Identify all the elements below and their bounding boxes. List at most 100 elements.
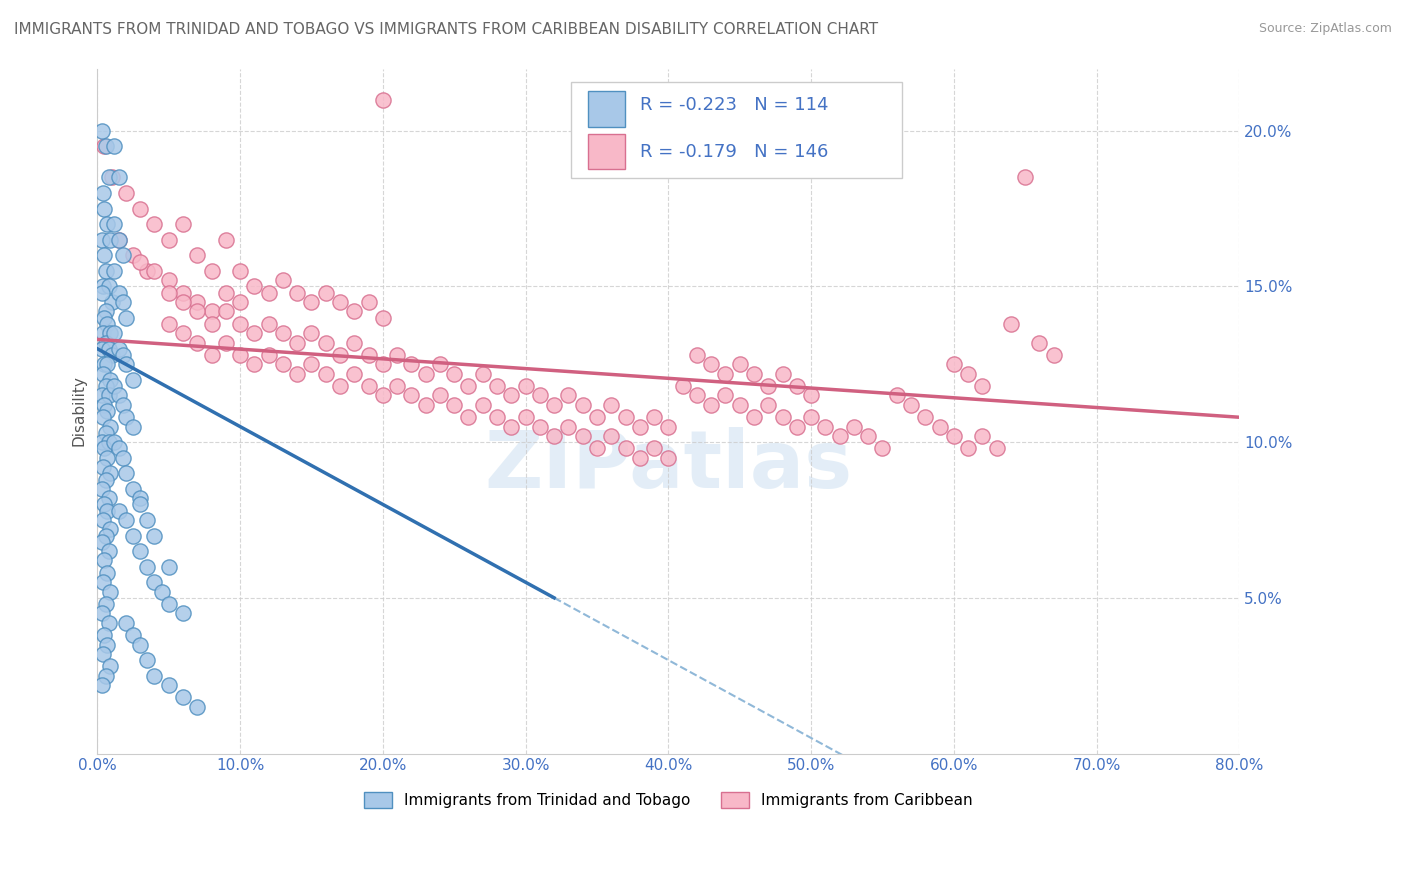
- Point: [100, 170, 122, 185]
- Point: [186, 335, 208, 350]
- Point: [103, 326, 125, 341]
- Point: [107, 285, 129, 300]
- Point: [157, 678, 180, 692]
- Point: [643, 442, 665, 456]
- Point: [772, 410, 794, 425]
- Point: [586, 442, 609, 456]
- Point: [115, 513, 138, 527]
- Point: [686, 388, 709, 402]
- Point: [90, 435, 112, 450]
- Point: [714, 367, 737, 381]
- Point: [301, 357, 323, 371]
- Point: [728, 357, 751, 371]
- Point: [97, 435, 120, 450]
- Point: [96, 638, 118, 652]
- Point: [94, 528, 117, 542]
- Point: [586, 410, 609, 425]
- Point: [215, 335, 238, 350]
- Point: [91, 647, 114, 661]
- Point: [271, 326, 294, 341]
- Point: [129, 202, 152, 216]
- Point: [828, 429, 851, 443]
- Point: [285, 335, 308, 350]
- Point: [229, 264, 252, 278]
- Point: [186, 304, 208, 318]
- Point: [1000, 317, 1022, 331]
- Point: [90, 388, 112, 402]
- Point: [786, 419, 808, 434]
- Point: [136, 513, 159, 527]
- Point: [107, 170, 129, 185]
- Point: [215, 304, 238, 318]
- Point: [90, 124, 112, 138]
- Point: [371, 357, 394, 371]
- Point: [501, 419, 523, 434]
- Point: [112, 248, 135, 262]
- Point: [143, 217, 166, 231]
- Point: [97, 170, 120, 185]
- Point: [415, 367, 437, 381]
- Point: [157, 597, 180, 611]
- Point: [972, 429, 994, 443]
- Point: [186, 295, 208, 310]
- Point: [98, 659, 121, 673]
- Point: [122, 373, 145, 387]
- Point: [107, 233, 129, 247]
- Point: [93, 497, 115, 511]
- Point: [814, 419, 837, 434]
- Point: [415, 398, 437, 412]
- Point: [122, 248, 145, 262]
- Point: [122, 482, 145, 496]
- Point: [122, 528, 145, 542]
- Point: [172, 295, 194, 310]
- Point: [94, 597, 117, 611]
- Point: [186, 699, 208, 714]
- Point: [94, 139, 117, 153]
- Point: [515, 410, 537, 425]
- Point: [842, 419, 865, 434]
- Point: [157, 317, 180, 331]
- Point: [614, 410, 637, 425]
- Point: [129, 638, 152, 652]
- Point: [143, 668, 166, 682]
- Point: [986, 442, 1008, 456]
- Point: [91, 367, 114, 381]
- Point: [91, 460, 114, 475]
- Point: [96, 503, 118, 517]
- Legend: Immigrants from Trinidad and Tobago, Immigrants from Caribbean: Immigrants from Trinidad and Tobago, Imm…: [359, 786, 979, 814]
- Point: [1014, 170, 1036, 185]
- Point: [91, 186, 114, 200]
- Point: [401, 388, 423, 402]
- Point: [742, 410, 765, 425]
- Point: [686, 348, 709, 362]
- Point: [343, 304, 366, 318]
- Point: [215, 233, 238, 247]
- Point: [515, 379, 537, 393]
- Point: [112, 348, 135, 362]
- Point: [115, 186, 138, 200]
- Point: [457, 410, 479, 425]
- Point: [200, 264, 222, 278]
- Point: [103, 379, 125, 393]
- Point: [329, 379, 352, 393]
- Point: [800, 388, 823, 402]
- Point: [93, 139, 115, 153]
- Point: [343, 367, 366, 381]
- Point: [914, 410, 936, 425]
- Point: [94, 264, 117, 278]
- Point: [856, 429, 879, 443]
- Point: [271, 273, 294, 287]
- Point: [557, 388, 579, 402]
- Point: [285, 367, 308, 381]
- Point: [122, 419, 145, 434]
- Point: [600, 398, 623, 412]
- Point: [429, 388, 451, 402]
- Point: [501, 388, 523, 402]
- Point: [112, 295, 135, 310]
- Point: [628, 419, 651, 434]
- Point: [115, 310, 138, 325]
- Point: [401, 357, 423, 371]
- Point: [471, 398, 494, 412]
- Point: [150, 584, 173, 599]
- Point: [243, 357, 266, 371]
